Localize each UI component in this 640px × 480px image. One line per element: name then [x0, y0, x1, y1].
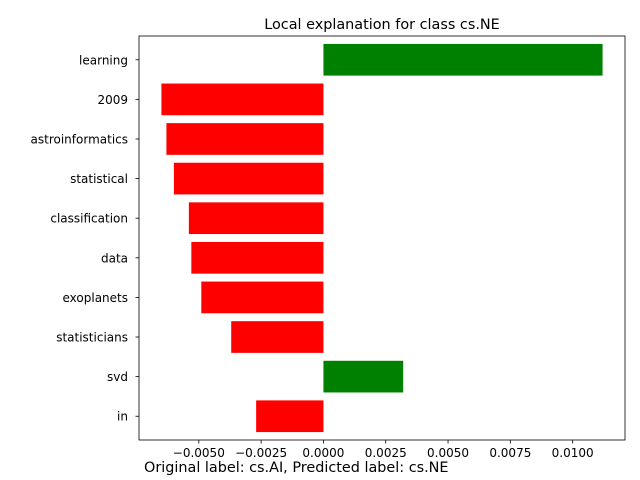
y-tick-label: statisticians [56, 331, 128, 345]
axes-layer: −0.0050 −0.0025 0.0000 0.0025 0.0050 0.0075 0.… [31, 35, 626, 460]
bar-2009 [161, 83, 324, 116]
y-tick-label: learning [79, 53, 128, 67]
plot-frame [138, 35, 626, 441]
x-tick-label: −0.0050 [173, 446, 225, 460]
bar-data [191, 241, 324, 274]
x-tick-label: 0.0025 [365, 446, 407, 460]
bar-astroinformatics [166, 123, 324, 155]
y-tick-label: 2009 [97, 93, 128, 107]
x-tick-label: 0.0100 [552, 446, 594, 460]
chart-title: Local explanation for class cs.NE [264, 17, 500, 33]
bar-classification [188, 202, 324, 235]
bar-statistical [173, 162, 324, 195]
bars-layer [161, 43, 603, 433]
caption-text: Original label: cs.AI, Predicted label: … [144, 460, 449, 476]
x-tick-label: 0.0050 [427, 446, 469, 460]
x-tick-label: −0.0025 [235, 446, 287, 460]
bar-svd [323, 360, 404, 393]
y-tick-label: data [101, 251, 128, 265]
bar-in [256, 400, 324, 433]
x-tick-label: 0.0000 [302, 446, 344, 460]
y-tick-label: statistical [70, 172, 128, 186]
y-tick-label: svd [107, 370, 128, 384]
y-tick-label: astroinformatics [31, 132, 128, 146]
bar-learning [323, 43, 603, 76]
x-tick-label: 0.0075 [489, 446, 531, 460]
y-tick-label: classification [50, 212, 128, 226]
bar-statisticians [231, 321, 324, 353]
y-tick-label: exoplanets [63, 291, 129, 305]
bar-exoplanets [201, 281, 324, 314]
y-tick-label: in [117, 410, 128, 424]
